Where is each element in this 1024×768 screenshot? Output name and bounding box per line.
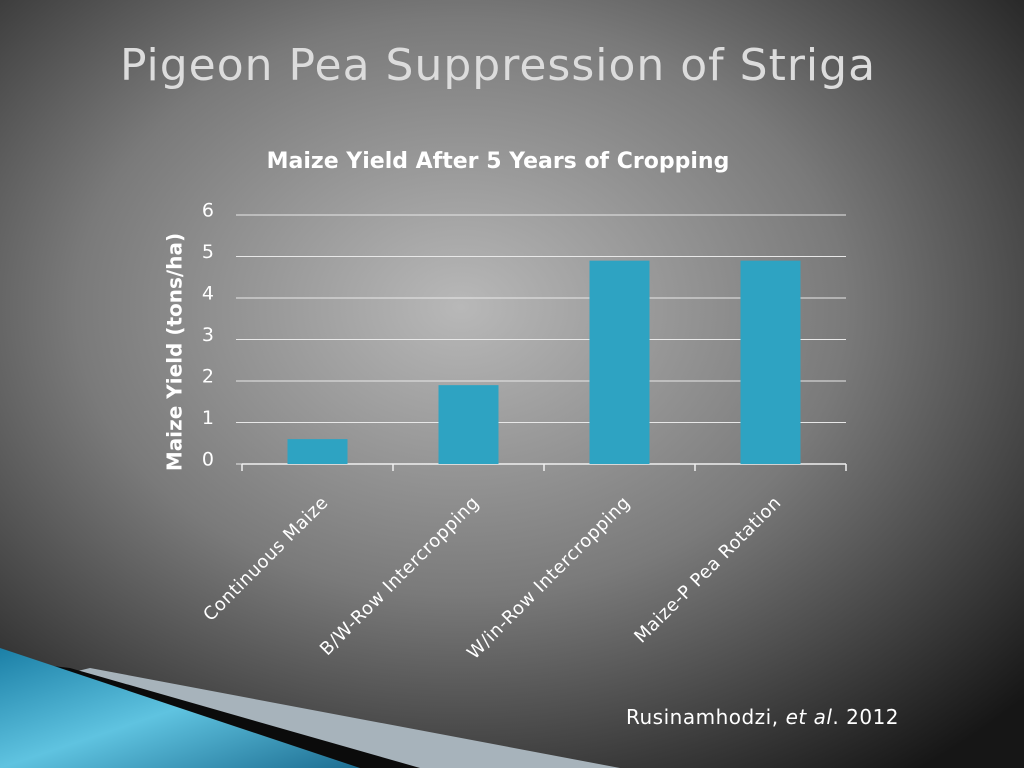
- citation-year: . 2012: [832, 705, 899, 729]
- swoosh-blue: [0, 648, 360, 768]
- bar: [438, 385, 499, 464]
- citation-etal: et al: [786, 705, 833, 729]
- citation: Rusinamhodzi, et al. 2012: [626, 705, 899, 729]
- bar: [589, 260, 650, 464]
- chart-title: Maize Yield After 5 Years of Cropping: [267, 149, 730, 174]
- y-tick-label: 0: [202, 449, 214, 471]
- y-tick-label: 6: [202, 200, 214, 222]
- y-tick-label: 4: [202, 283, 214, 305]
- slide-title: Pigeon Pea Suppression of Striga: [120, 40, 876, 91]
- bar: [287, 439, 348, 464]
- y-tick-label: 5: [202, 241, 214, 263]
- y-tick-label: 3: [202, 324, 214, 346]
- y-tick-label: 2: [202, 366, 214, 388]
- y-tick-label: 1: [202, 407, 214, 429]
- bar: [740, 260, 801, 464]
- citation-author: Rusinamhodzi,: [626, 705, 779, 729]
- y-axis-label: Maize Yield (tons/ha): [163, 233, 187, 471]
